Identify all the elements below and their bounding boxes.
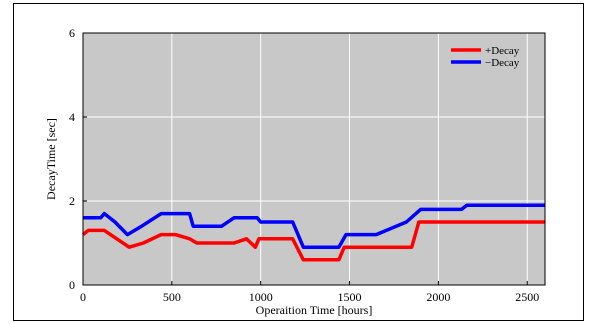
y-tick-label: 2 (69, 194, 75, 208)
series-line-plus-decay (81, 220, 545, 262)
y-tick-label: 0 (69, 278, 75, 292)
legend: +Decay−Decay (451, 45, 520, 69)
series-line-minus-decay (83, 203, 545, 249)
x-tick-label: 0 (80, 290, 86, 304)
legend-label: −Decay (485, 57, 520, 69)
y-tick-label: 6 (69, 26, 75, 40)
plot-area (83, 33, 545, 285)
y-axis-label: DecayTime [sec] (44, 118, 58, 200)
x-axis-label: Operaition Time [hours] (256, 303, 373, 317)
x-tick-label: 1000 (249, 290, 273, 304)
plot-border (82, 32, 546, 286)
ticks: 0 500 1000 1500 2000 2500 0 2 4 6 (69, 26, 539, 304)
decay-time-chart: 0 500 1000 1500 2000 2500 0 2 4 6 +Decay−Decay Op… (44, 26, 546, 317)
x-tick-label: 1500 (338, 290, 362, 304)
x-tick-label: 500 (163, 290, 181, 304)
chart-frame: 0 500 1000 1500 2000 2500 0 2 4 6 +Decay −Decay Op… (13, 3, 584, 321)
legend-label: +Decay (485, 45, 520, 57)
x-tick-label: 2500 (515, 290, 539, 304)
series-layer (81, 203, 545, 262)
y-tick-label: 4 (69, 110, 75, 124)
x-tick-label: 2000 (426, 290, 450, 304)
